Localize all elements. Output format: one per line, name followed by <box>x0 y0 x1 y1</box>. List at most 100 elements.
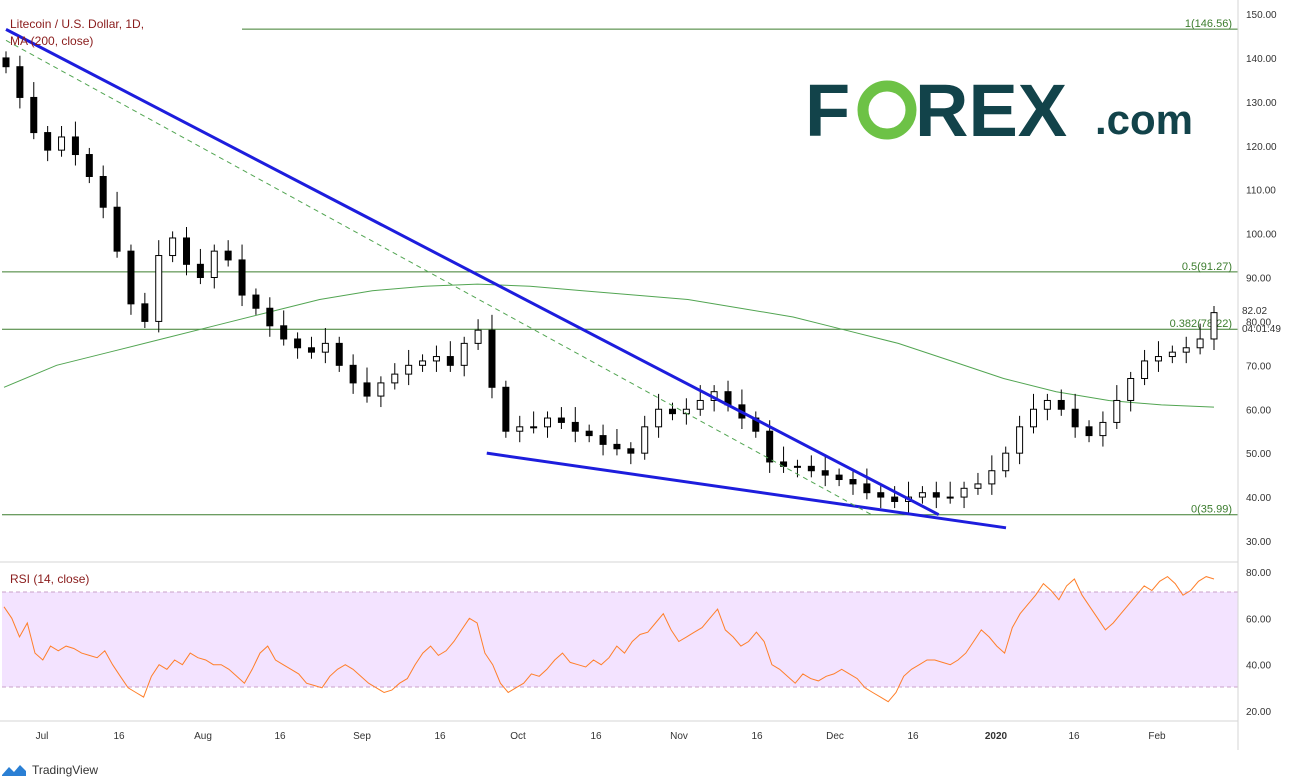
candle-body <box>544 417 552 428</box>
price-tick-label: 30.00 <box>1246 537 1271 548</box>
upper-trendline <box>5 28 940 516</box>
candle-body <box>1099 421 1107 437</box>
candle-body <box>99 175 107 208</box>
ma-200-line <box>3 283 1215 408</box>
rsi-legend: RSI (14, close) <box>10 572 90 586</box>
candle-body <box>877 492 885 498</box>
candle-body <box>849 479 857 485</box>
time-tick-label: 16 <box>434 731 446 742</box>
candle-body <box>613 443 621 450</box>
candle-body <box>44 132 52 151</box>
candle-body <box>932 492 940 498</box>
candle-body <box>474 329 482 344</box>
price-tick-label: 60.00 <box>1246 405 1271 416</box>
price-tick-label: 110.00 <box>1246 186 1276 197</box>
time-tick-label: Oct <box>510 731 526 742</box>
candle-body <box>30 96 38 134</box>
candle-body <box>585 430 593 437</box>
dashed-trendline <box>5 39 872 516</box>
candle-body <box>1154 356 1162 362</box>
svg-text:.com: .com <box>1095 96 1193 143</box>
candle-body <box>169 237 177 257</box>
candle-body <box>1168 351 1176 358</box>
candle-body <box>1196 338 1204 349</box>
candle-body <box>432 356 440 362</box>
candle-body <box>71 136 79 156</box>
candle-body <box>863 483 871 494</box>
forex-logo: F REX .com <box>805 74 1193 146</box>
candle-body <box>446 356 454 366</box>
forex-logo-text: F <box>805 74 850 146</box>
price-tick-label: 40.00 <box>1246 493 1271 504</box>
time-tick-label: 2020 <box>985 731 1008 742</box>
last-price-badge: 82.02 <box>1242 306 1268 317</box>
candle-body <box>294 338 302 349</box>
candle-body <box>1127 378 1135 401</box>
candle-body <box>1057 399 1065 410</box>
candle-body <box>196 263 204 279</box>
rsi-tick-label: 60.00 <box>1246 614 1271 625</box>
candle-body <box>321 342 329 353</box>
tradingview-brand[interactable]: TradingView <box>0 758 98 782</box>
time-tick-label: 16 <box>907 731 919 742</box>
time-tick-label: 16 <box>113 731 125 742</box>
candle-body <box>696 399 704 410</box>
candle-body <box>335 342 343 366</box>
chart-title: Litecoin / U.S. Dollar, 1D, <box>10 17 145 31</box>
time-tick-label: 16 <box>274 731 286 742</box>
candle-body <box>835 474 843 481</box>
candle-body <box>1182 347 1190 353</box>
rsi-tick-label: 40.00 <box>1246 661 1271 672</box>
candle-body <box>377 382 385 397</box>
candle-body <box>280 325 288 340</box>
candle-body <box>1029 408 1037 428</box>
candle-body <box>307 347 315 353</box>
candle-body <box>363 382 371 397</box>
candle-body <box>488 329 496 388</box>
fib-level-label: 0(35.99) <box>1191 504 1232 516</box>
candle-body <box>1113 399 1121 423</box>
price-tick-label: 80.00 <box>1246 317 1271 328</box>
time-tick-label: Jul <box>36 731 49 742</box>
candle-body <box>599 435 607 445</box>
candle-body <box>1002 452 1010 472</box>
candle-body <box>988 470 996 485</box>
time-tick-label: 16 <box>590 731 602 742</box>
candle-body <box>419 360 427 366</box>
candle-body <box>793 465 801 468</box>
candle-body <box>655 408 663 428</box>
candle-body <box>891 496 899 502</box>
fib-level-label: 1(146.56) <box>1185 18 1232 30</box>
time-tick-label: 16 <box>751 731 763 742</box>
candle-body <box>85 154 93 177</box>
candle-body <box>821 470 829 476</box>
candle-body <box>16 66 24 98</box>
candle-body <box>349 364 357 384</box>
candle-body <box>571 421 579 432</box>
price-tick-label: 90.00 <box>1246 274 1271 285</box>
price-tick-label: 100.00 <box>1246 230 1277 241</box>
candle-body <box>1016 426 1024 454</box>
candle-body <box>155 255 163 322</box>
candle-body <box>1085 426 1093 437</box>
candle-body <box>1141 360 1149 380</box>
svg-text:REX: REX <box>915 74 1067 146</box>
time-tick-label: Aug <box>194 731 212 742</box>
candle-body <box>516 426 524 432</box>
candle-body <box>502 386 510 432</box>
candle-body <box>113 206 121 252</box>
candle-body <box>224 250 232 261</box>
candle-body <box>974 483 982 489</box>
candle-body <box>58 136 66 151</box>
candle-body <box>668 408 676 415</box>
price-tick-label: 120.00 <box>1246 142 1277 153</box>
candle-body <box>807 465 815 472</box>
candle-body <box>127 250 135 305</box>
tradingview-icon <box>2 765 26 776</box>
time-tick-label: 16 <box>1068 731 1080 742</box>
candle-body <box>183 237 191 265</box>
candle-body <box>210 250 218 278</box>
candle-body <box>252 294 260 309</box>
forex-logo-o <box>857 80 917 140</box>
candle-body <box>918 492 926 498</box>
